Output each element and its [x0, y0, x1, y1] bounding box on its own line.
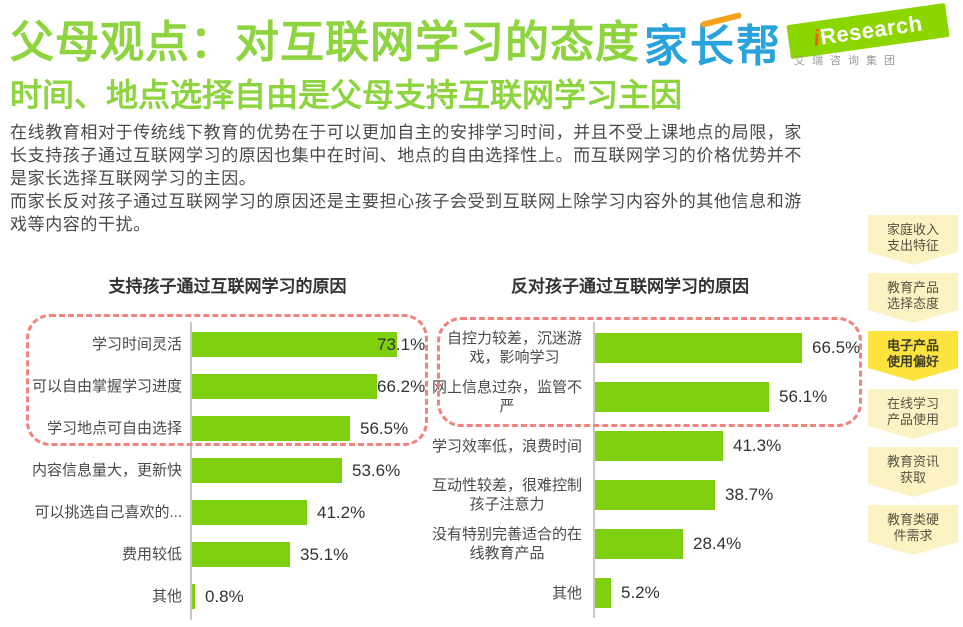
bar: [192, 374, 377, 399]
bar-category-label: 内容信息量大，更新快: [31, 462, 182, 479]
bar: [595, 382, 769, 412]
sidebar-tab-6[interactable]: 教育类硬 件需求: [868, 505, 958, 555]
bar-row: 网上信息过杂，监管不 严 56.1%: [430, 379, 863, 415]
bar-value-label: 35.1%: [300, 545, 349, 564]
highlight-outline-right: [437, 317, 862, 427]
bar-row: 学习地点可自由选择 56.5%: [20, 416, 432, 441]
sidebar-tab-4[interactable]: 在线学习 产品使用: [868, 389, 958, 439]
bar-row: 没有特别完善适合的在 线教育产品 28.4%: [430, 526, 863, 562]
bar-row: 自控力较差，沉迷游 戏，影响学习 66.5%: [430, 330, 863, 366]
bar-row: 费用较低 35.1%: [20, 542, 432, 567]
bar-value-label: 66.5%: [812, 338, 861, 357]
sidebar-tab-3[interactable]: 电子产品 使用偏好: [868, 331, 958, 381]
jiazhangbang-logo: 家长帮: [644, 22, 782, 71]
intro-paragraph-2: 而家长反对孩子通过互联网学习的原因还是主要担心孩子会受到互联网上除学习内容外的其…: [10, 192, 802, 234]
bar-value-label: 41.2%: [317, 503, 366, 522]
iresearch-logo: iResearch 艾瑞咨询集团: [786, 3, 958, 67]
iresearch-wordmark: iResearch: [812, 10, 924, 51]
page-title: 父母观点：对互联网学习的态度: [10, 18, 640, 67]
bar-row: 其他 5.2%: [430, 578, 863, 608]
bar: [595, 529, 683, 559]
bar-value-label: 66.2%: [377, 377, 426, 396]
bar: [192, 416, 350, 441]
chart-title-right: 反对孩子通过互联网学习的原因: [511, 277, 749, 296]
bar-category-label: 其他: [551, 584, 582, 602]
section-subtitle: 时间、地点选择自由是父母支持互联网学习主因: [10, 77, 683, 113]
bar-category-label: 学习效率低，浪费时间: [431, 437, 582, 455]
sidebar-tab-2[interactable]: 教育产品 选择态度: [868, 273, 958, 323]
intro-paragraph-1: 在线教育相对于传统线下教育的优势在于可以更加自主的安排学习时间，并且不受上课地点…: [10, 123, 802, 188]
bar-category-label: 学习时间灵活: [91, 336, 182, 353]
bar: [595, 431, 723, 461]
bar-category-label: 可以挑选自己喜欢的...: [34, 504, 182, 521]
bar-category-label: 可以自由掌握学习进度: [31, 378, 182, 395]
sidebar-tab-5[interactable]: 教育资讯 获取: [868, 447, 958, 497]
bar-value-label: 41.3%: [733, 436, 782, 455]
bar-category-label: 网上信息过杂，监管不 严: [431, 379, 582, 415]
bar-value-label: 28.4%: [693, 534, 742, 553]
bar-value-label: 73.1%: [377, 335, 426, 354]
bar-row: 内容信息量大，更新快 53.6%: [20, 458, 432, 483]
bar-row: 学习时间灵活 73.1%: [20, 332, 432, 357]
iresearch-flag-icon: iResearch: [786, 3, 950, 59]
bar-value-label: 5.2%: [621, 583, 660, 602]
bar-row: 互动性较差，很难控制 孩子注意力 38.7%: [430, 477, 863, 513]
bar: [192, 500, 307, 525]
bar-value-label: 56.1%: [779, 387, 828, 406]
bar: [192, 332, 397, 357]
bar-row: 其他 0.8%: [20, 584, 432, 609]
bar-row: 可以自由掌握学习进度 66.2%: [20, 374, 432, 399]
bar-row: 学习效率低，浪费时间 41.3%: [430, 431, 863, 461]
intro-text: 在线教育相对于传统线下教育的优势在于可以更加自主的安排学习时间，并且不受上课地点…: [10, 121, 864, 236]
bar: [192, 584, 195, 609]
iresearch-subtitle: 艾瑞咨询集团: [794, 55, 902, 67]
sidebar-tab-1[interactable]: 家庭收入 支出特征: [868, 215, 958, 265]
bar: [595, 578, 611, 608]
bar-category-label: 学习地点可自由选择: [46, 420, 182, 437]
chart-title-left: 支持孩子通过互联网学习的原因: [108, 277, 347, 296]
bar-value-label: 38.7%: [725, 485, 774, 504]
bar-category-label: 费用较低: [121, 546, 182, 563]
bar-value-label: 56.5%: [360, 419, 409, 438]
iresearch-name: Research: [818, 10, 924, 50]
bar-category-label: 其他: [151, 588, 182, 605]
bar-category-label: 自控力较差，沉迷游 戏，影响学习: [446, 330, 582, 366]
bar: [192, 542, 290, 567]
bar: [595, 480, 715, 510]
bar-value-label: 53.6%: [352, 461, 401, 480]
bar-category-label: 互动性较差，很难控制 孩子注意力: [431, 477, 582, 513]
chart-oppose-reasons: 反对孩子通过互联网学习的原因 自控力较差，沉迷游 戏，影响学习 66.5% 网上信息…: [430, 270, 863, 620]
bar-row: 可以挑选自己喜欢的... 41.2%: [20, 500, 432, 525]
left-chart-axis: [190, 322, 192, 620]
bar: [192, 458, 342, 483]
chart-support-reasons: 支持孩子通过互联网学习的原因 学习时间灵活 73.1% 可以自由掌握学习进度 66.2…: [20, 270, 432, 624]
highlight-outline-left: [26, 314, 428, 446]
right-chart-axis: [593, 322, 595, 618]
bar-category-label: 没有特别完善适合的在 线教育产品: [431, 526, 582, 562]
section-tabs-sidebar: 家庭收入 支出特征 教育产品 选择态度 电子产品 使用偏好 在线学习 产品使用 教育资讯…: [868, 215, 958, 563]
bar: [595, 333, 802, 363]
bar-value-label: 0.8%: [205, 587, 244, 606]
